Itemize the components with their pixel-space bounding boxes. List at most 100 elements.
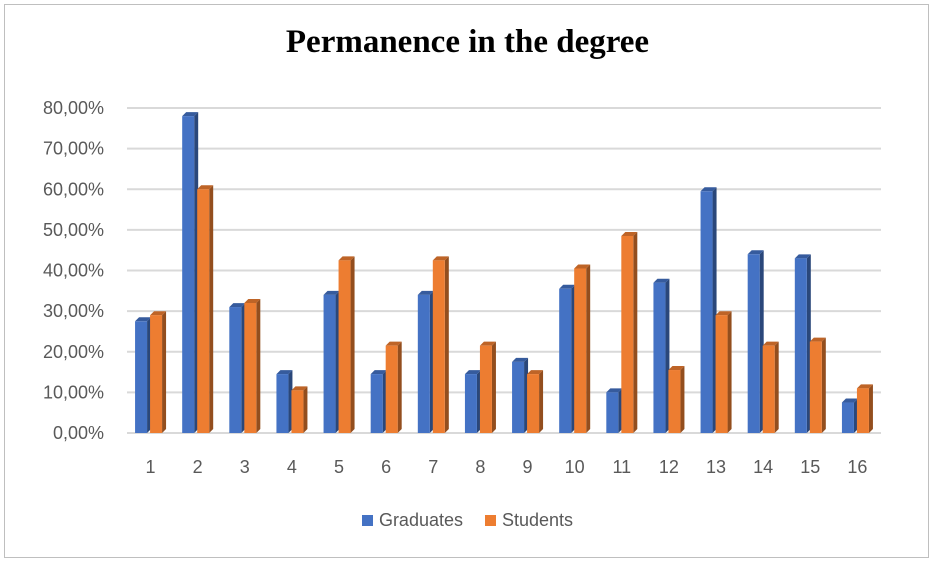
bar-front (621, 235, 634, 433)
bar-top (150, 311, 167, 316)
y-tick-label: 10,00% (43, 382, 104, 402)
bar-top (809, 337, 826, 342)
x-tick-label: 12 (659, 457, 679, 477)
bar-front (338, 260, 351, 433)
y-tick-label: 30,00% (43, 301, 104, 321)
bar-side (633, 231, 638, 433)
bar-top (276, 370, 293, 375)
bar-top (653, 278, 670, 283)
y-tick-label: 40,00% (43, 261, 104, 281)
legend-item-students: Students (485, 510, 573, 531)
bar-top (464, 370, 481, 375)
bar-front (700, 191, 713, 433)
y-tick-label: 50,00% (43, 220, 104, 240)
bar-top (338, 256, 355, 261)
bar-top (244, 299, 261, 303)
y-tick-label: 60,00% (43, 179, 104, 199)
bar-front (606, 392, 619, 433)
x-tick-label: 7 (428, 457, 438, 477)
bar-front (135, 321, 148, 433)
bar-students-1 (150, 311, 167, 433)
bar-front (668, 370, 681, 433)
bar-top (559, 284, 576, 289)
bar-graduates-14 (747, 250, 764, 433)
bar-front (150, 315, 163, 433)
bar-front (370, 374, 383, 433)
bar-front (385, 345, 398, 433)
bar-students-15 (809, 337, 826, 433)
x-tick-label: 13 (706, 457, 726, 477)
bar-side (680, 366, 685, 433)
chart-frame (4, 4, 929, 558)
x-tick-label: 10 (565, 457, 585, 477)
bar-graduates-6 (370, 370, 387, 433)
bar-front (574, 268, 587, 433)
bar-side (491, 341, 496, 433)
bar-graduates-5 (323, 290, 340, 433)
legend-swatch-students (485, 515, 496, 526)
legend-label-students: Students (502, 510, 574, 530)
bar-top (621, 231, 638, 236)
bar-graduates-8 (464, 370, 481, 433)
bar-graduates-7 (417, 290, 434, 433)
bar-front (794, 258, 807, 433)
bar-top (385, 341, 402, 346)
bar-graduates-2 (182, 112, 199, 433)
bar-front (276, 374, 289, 433)
x-tick-label: 4 (287, 457, 297, 477)
bar-top (512, 357, 529, 362)
bar-top (479, 341, 496, 346)
bar-top (715, 311, 732, 316)
bar-top (606, 388, 623, 393)
bar-front (715, 315, 728, 433)
bar-students-7 (432, 256, 449, 433)
x-tick-label: 1 (146, 457, 156, 477)
bar-top (291, 386, 308, 391)
y-tick-label: 80,00% (43, 98, 104, 118)
bar-front (197, 189, 210, 433)
x-tick-label: 16 (847, 457, 867, 477)
bar-graduates-1 (135, 317, 152, 433)
bar-top (135, 317, 152, 322)
bar-front (464, 374, 477, 433)
bar-graduates-4 (276, 370, 293, 433)
bar-graduates-10 (559, 284, 576, 433)
bar-front (809, 341, 822, 433)
bar-top (370, 370, 387, 375)
bar-side (539, 370, 544, 433)
bar-students-14 (762, 341, 779, 433)
bar-top (794, 254, 811, 259)
bar-side (586, 264, 591, 433)
bar-front (653, 282, 666, 433)
x-tick-label: 5 (334, 457, 344, 477)
bar-students-12 (668, 366, 685, 433)
bar-top (323, 290, 340, 295)
bar-front (182, 116, 195, 433)
bar-graduates-12 (653, 278, 670, 433)
bar-top (762, 341, 779, 346)
bar-top (574, 264, 591, 269)
bar-front (229, 307, 242, 433)
bar-students-5 (338, 256, 355, 433)
bar-top (856, 384, 873, 389)
bar-students-9 (527, 370, 544, 433)
x-tick-label: 6 (381, 457, 391, 477)
bar-top (668, 366, 685, 371)
x-tick-label: 9 (523, 457, 533, 477)
bar-front (479, 345, 492, 433)
bar-top (527, 370, 544, 375)
bar-top (417, 290, 434, 295)
x-tick-label: 11 (612, 457, 631, 477)
chart-title: Permanence in the degree (285, 24, 650, 60)
bar-side (397, 341, 402, 433)
bar-top (700, 187, 717, 192)
bar-side (821, 337, 826, 433)
bar-front (559, 288, 572, 433)
bar-side (350, 256, 355, 433)
bar-students-8 (479, 341, 496, 433)
bar-students-11 (621, 231, 638, 433)
bar-students-3 (244, 299, 261, 433)
x-tick-label: 14 (753, 457, 773, 477)
legend: Graduates Students (0, 510, 935, 531)
